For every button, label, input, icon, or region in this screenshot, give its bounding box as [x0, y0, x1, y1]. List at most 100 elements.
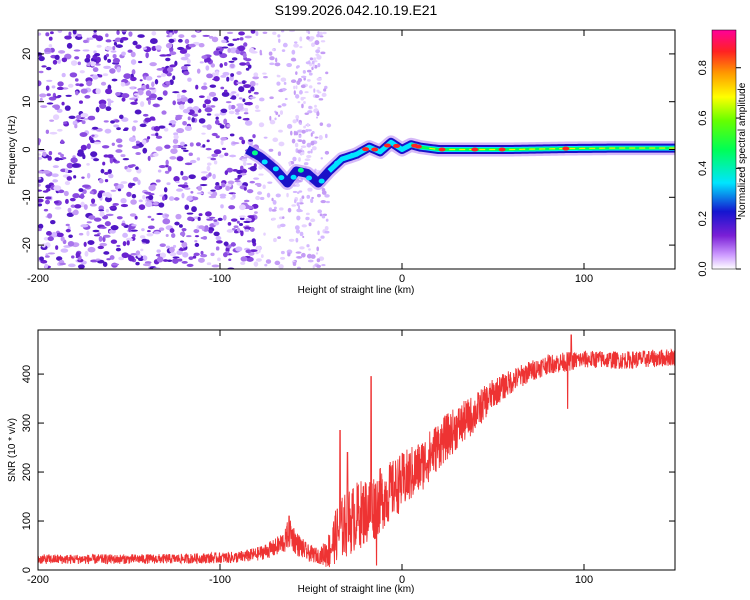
noise-speck — [312, 146, 317, 150]
noise-speck — [282, 49, 285, 52]
noise-speck — [313, 64, 315, 68]
noise-speck — [199, 118, 206, 124]
noise-speck — [243, 221, 250, 223]
noise-speck — [197, 192, 204, 194]
noise-speck — [322, 32, 326, 34]
noise-speck — [243, 53, 247, 58]
noise-speck — [310, 219, 315, 223]
noise-speck — [184, 53, 190, 57]
noise-speck — [55, 55, 60, 60]
noise-speck — [277, 236, 281, 239]
noise-speck — [102, 162, 105, 166]
noise-speck — [52, 85, 56, 88]
noise-speck — [139, 204, 145, 210]
noise-speck — [36, 80, 42, 86]
noise-speck — [182, 228, 187, 231]
ridge-blob — [319, 179, 325, 184]
noise-speck — [237, 116, 241, 119]
noise-speck — [213, 219, 217, 222]
noise-speck — [321, 40, 325, 42]
noise-speck — [46, 130, 49, 134]
noise-speck — [309, 222, 312, 226]
colorbar-tick-label: 0.2 — [697, 211, 709, 226]
noise-speck — [49, 119, 54, 121]
noise-speck — [320, 235, 324, 238]
noise-speck — [209, 196, 217, 198]
noise-speck — [127, 240, 130, 245]
noise-speck — [151, 31, 156, 35]
noise-speck — [239, 137, 244, 140]
noise-speck — [80, 193, 84, 199]
noise-speck — [148, 225, 155, 229]
noise-speck — [151, 184, 157, 186]
noise-speck — [95, 259, 101, 261]
noise-speck — [315, 108, 317, 110]
noise-speck — [239, 223, 243, 226]
noise-speck — [88, 215, 95, 219]
noise-speck — [114, 119, 119, 122]
noise-speck — [178, 34, 184, 38]
noise-speck — [128, 256, 135, 262]
noise-speck — [49, 132, 57, 135]
noise-speck — [267, 181, 272, 183]
noise-speck — [292, 139, 296, 144]
snr-series — [38, 335, 675, 567]
noise-speck — [275, 261, 281, 265]
noise-speck — [322, 191, 327, 195]
noise-speck — [151, 218, 154, 220]
noise-speck — [140, 101, 144, 107]
noise-speck — [110, 120, 115, 123]
noise-speck — [35, 190, 42, 192]
noise-speck — [183, 71, 189, 75]
noise-speck — [108, 102, 111, 107]
noise-speck — [44, 52, 51, 54]
noise-speck — [212, 174, 216, 180]
noise-speck — [205, 107, 213, 112]
noise-speck — [143, 263, 151, 266]
noise-speck — [123, 73, 131, 79]
noise-speck — [207, 140, 210, 143]
noise-speck — [55, 245, 58, 250]
ridge-blob — [334, 161, 340, 166]
noise-speck — [50, 220, 55, 224]
noise-speck — [135, 262, 139, 265]
noise-speck — [307, 151, 311, 154]
noise-speck — [106, 39, 112, 42]
noise-speck — [177, 93, 181, 99]
noise-speck — [255, 252, 258, 255]
noise-speck — [99, 211, 104, 217]
noise-speck — [300, 198, 303, 203]
noise-speck — [236, 82, 243, 84]
noise-speck — [98, 246, 104, 249]
noise-speck — [129, 137, 136, 142]
noise-speck — [130, 183, 136, 186]
noise-speck — [38, 224, 43, 229]
noise-speck — [250, 181, 255, 184]
noise-speck — [287, 124, 292, 129]
noise-speck — [277, 75, 279, 77]
noise-speck — [226, 77, 229, 82]
noise-speck — [224, 90, 228, 93]
noise-speck — [132, 194, 136, 198]
noise-speck — [174, 28, 178, 34]
noise-speck — [238, 86, 244, 92]
noise-speck — [121, 204, 128, 207]
noise-speck — [317, 82, 321, 84]
noise-speck — [317, 91, 321, 93]
noise-speck — [111, 225, 119, 230]
spectrogram-ytick-label: 20 — [21, 48, 33, 60]
noise-speck — [202, 226, 205, 231]
noise-speck — [162, 196, 165, 201]
noise-speck — [263, 184, 266, 189]
noise-speck — [50, 31, 54, 34]
noise-speck — [109, 206, 115, 209]
noise-speck — [212, 78, 218, 80]
noise-speck — [178, 249, 186, 251]
noise-speck — [66, 229, 71, 232]
noise-speck — [129, 98, 136, 100]
noise-speck — [185, 126, 192, 131]
noise-speck — [214, 149, 222, 154]
noise-speck — [61, 248, 69, 252]
noise-speck — [79, 233, 83, 236]
noise-speck — [295, 94, 299, 99]
